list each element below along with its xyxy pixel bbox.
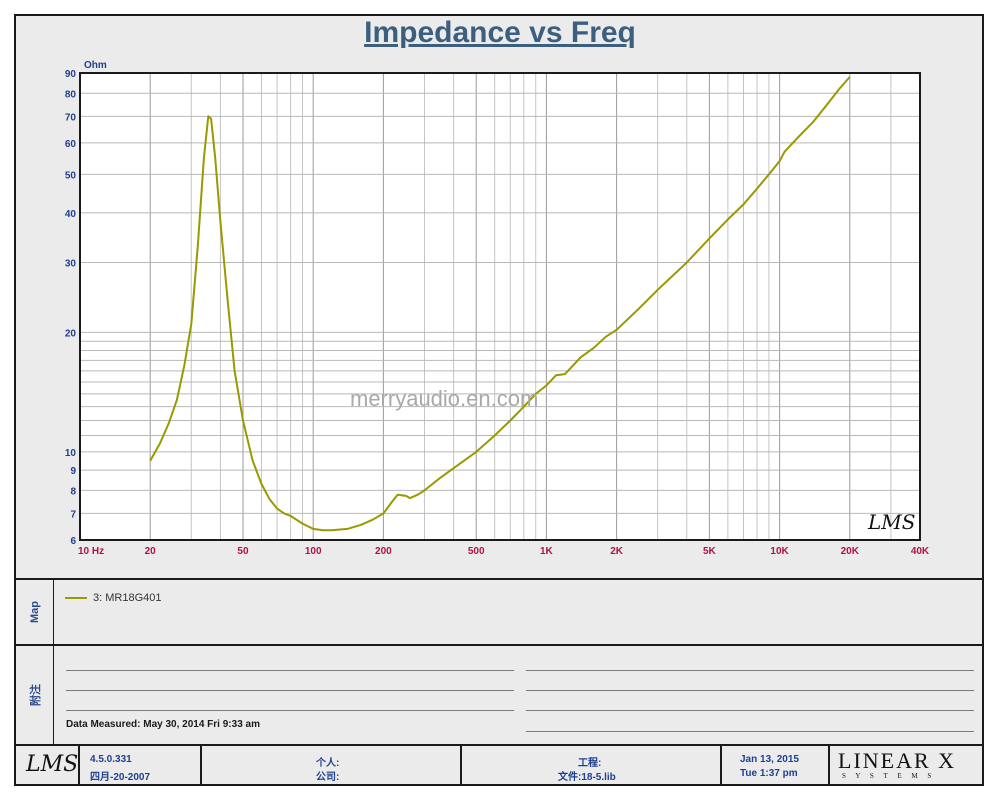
y-tick-label: 8 [70,486,76,497]
x-tick-label: 40K [911,546,930,557]
x-tick-label: 20 [145,546,157,557]
person-label: 个人: [316,758,340,769]
y-tick-label: 60 [65,139,77,150]
footer-date-cell: Jan 13, 2015 Tue 1:37 pm [722,746,830,784]
y-tick-label: 70 [65,112,77,123]
version: 4.5.0.331 [90,754,132,765]
x-tick-label: 10 Hz [78,546,104,557]
linearx-sub: S Y S T E M S [842,772,936,780]
x-tick-label: 5K [703,546,717,557]
y-tick-label: 9 [70,466,76,477]
data-measured: Data Measured: May 30, 2014 Fri 9:33 am [66,719,260,730]
map-label: Map [28,601,41,623]
lms-corner-logo: LMS [868,510,916,534]
footer-logo-cell: LMS [16,746,80,784]
plot-border [79,72,921,541]
file-label: 文件:18-5.lib [558,772,616,783]
y-tick-label: 50 [65,170,77,181]
note-line [66,690,514,691]
y-axis-label: Ohm [84,60,107,71]
series-line [149,76,851,532]
note-line [66,710,514,711]
watermark: merryaudio.en.com [350,386,539,411]
x-tick-label: 100 [305,546,322,557]
legend-entry: 3: MR18G401 [65,592,161,604]
note-line [526,731,974,732]
y-tick-label: 90 [65,69,77,80]
x-tick-label: 20K [841,546,860,557]
lms-footer-logo: LMS [26,752,79,777]
footer-person-cell: 个人: 公司: [202,746,462,784]
y-tick-label: 10 [65,448,77,459]
divider [16,578,982,580]
version-date: 四月-20-2007 [90,772,151,783]
footer-version-cell: 4.5.0.331 四月-20-2007 [80,746,202,784]
x-tick-label: 50 [237,546,249,557]
legend-label: 3: MR18G401 [93,592,162,604]
x-tick-label: 200 [375,546,392,557]
footer-project-cell: 工程: 文件:18-5.lib [462,746,722,784]
notes-side-label: 附注 [16,646,54,744]
y-tick-label: 30 [65,258,77,269]
x-tick-label: 10K [770,546,789,557]
project-label: 工程: [578,758,602,769]
y-tick-label: 7 [70,509,76,520]
legend-swatch [65,597,87,599]
note-line [526,670,974,671]
chart-title: Impedance vs Freq [364,16,636,49]
y-tick-label: 20 [65,328,77,339]
x-tick-label: 2K [610,546,624,557]
map-side-label: Map [16,580,54,644]
divider [16,644,982,646]
note-line [526,710,974,711]
note-line [66,670,514,671]
y-tick-label: 6 [70,536,76,547]
note-line [526,690,974,691]
x-tick-label: 500 [468,546,485,557]
x-tick-label: 1K [540,546,554,557]
footer-date: Jan 13, 2015 [740,754,799,765]
divider [16,744,982,746]
notes-label: 附注 [29,684,42,706]
footer-time: Tue 1:37 pm [740,768,798,779]
y-tick-label: 80 [65,89,77,100]
company-label: 公司: [316,772,340,783]
linearx-logo: LINEAR X [838,748,957,773]
y-tick-label: 40 [65,209,77,220]
